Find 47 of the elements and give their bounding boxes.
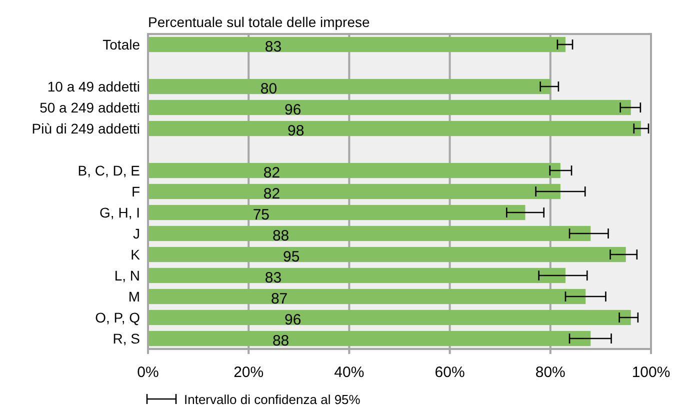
y-tick-label: G, H, I [100,204,140,220]
y-tick-label: K [130,246,141,262]
data-label: 82 [263,164,280,182]
data-label: 96 [284,312,302,328]
chart-subtitle: Percentuale sul totale delle imprese [148,14,370,30]
data-label: 83 [264,38,282,56]
y-tick-label: F [131,184,140,200]
data-label: 80 [260,80,278,98]
bar [148,162,560,178]
bar [148,246,626,262]
x-tick-label: 100% [632,364,670,381]
y-tick-label: Totale [102,36,140,52]
data-label: 75 [252,206,270,224]
x-tick-label: 60% [434,364,465,381]
y-tick-label: B, C, D, E [78,162,140,178]
bar [148,226,591,242]
bar [148,310,631,326]
x-tick-label: 80% [535,364,566,381]
bar [148,288,586,304]
bar [148,330,591,346]
y-tick-label: R, S [112,330,140,346]
y-tick-label: J [133,226,140,242]
data-label: 95 [283,248,300,266]
bar [148,100,631,116]
y-tick-label: L, N [114,268,140,284]
data-label: 82 [263,186,280,202]
y-tick-label: 10 a 49 addetti [47,78,140,94]
bar [148,204,526,220]
text: Intervallo di confidenza al 95% [184,392,361,407]
data-label: 83 [264,270,282,286]
bar [148,120,641,136]
data-label: 96 [284,102,302,118]
y-tick-label: 50 a 249 addetti [40,100,140,116]
x-tick-label: 40% [334,364,364,381]
data-label: 88 [272,332,290,350]
bar [148,36,566,52]
y-tick-label: O, P, Q [95,310,140,326]
y-tick-label: M [128,288,140,304]
x-tick-label: 0% [137,364,159,381]
data-label: 98 [288,122,304,140]
data-label: 87 [270,290,288,308]
bar [148,78,550,94]
x-tick-label: 20% [234,364,264,381]
y-tick-label: Più di 249 addetti [32,120,140,136]
bar [148,184,560,200]
bar [148,268,566,284]
data-label: 88 [272,228,290,244]
